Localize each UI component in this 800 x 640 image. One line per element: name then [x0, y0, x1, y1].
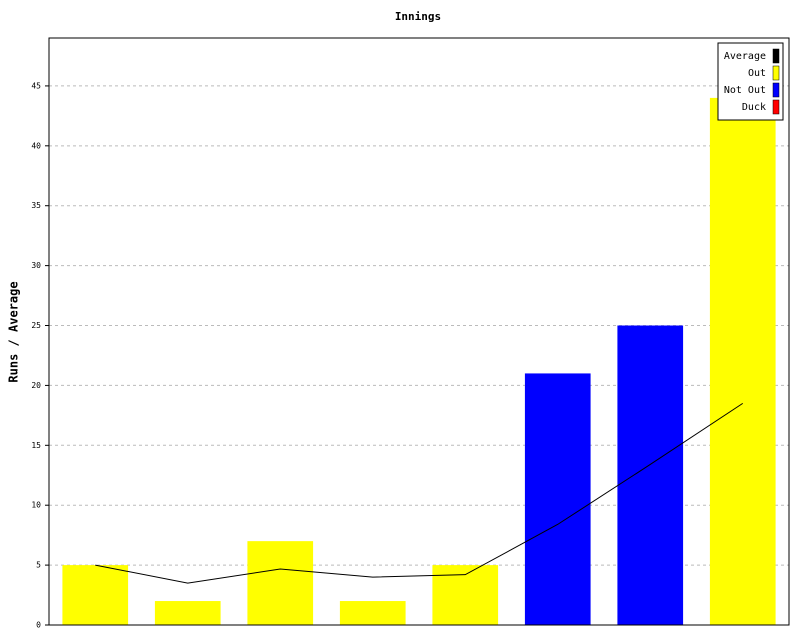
legend-label: Average [724, 51, 766, 62]
plot-frame [48, 37, 790, 626]
bar [247, 541, 314, 625]
legend-swatch [772, 99, 780, 115]
y-tick-label: 15 [31, 441, 41, 450]
y-tick-label: 10 [31, 501, 41, 510]
legend-label: Out [748, 68, 766, 79]
bar [62, 565, 129, 625]
bar [709, 97, 776, 626]
y-tick-label: 35 [31, 201, 41, 210]
legend-label: Duck [742, 102, 766, 113]
y-tick-label: 0 [36, 621, 41, 630]
legend-box [717, 42, 784, 121]
y-tick-label: 45 [31, 81, 41, 90]
y-tick-label: 40 [31, 141, 41, 150]
chart-title: Innings [395, 10, 441, 23]
bar [524, 373, 591, 625]
y-tick-label: 20 [31, 381, 41, 390]
y-tick-label: 30 [31, 261, 41, 270]
legend-label: Not Out [724, 85, 766, 96]
y-tick-label: 5 [36, 561, 41, 570]
y-axis-label: Runs / Average [7, 281, 21, 382]
y-tick-label: 25 [31, 321, 41, 330]
average-line [95, 402, 744, 584]
legend-swatch [772, 48, 780, 64]
legend-swatch [772, 65, 780, 81]
bar [432, 565, 499, 625]
bar [339, 601, 406, 625]
bar [617, 325, 684, 625]
bar [154, 601, 221, 625]
legend-swatch [772, 82, 780, 98]
